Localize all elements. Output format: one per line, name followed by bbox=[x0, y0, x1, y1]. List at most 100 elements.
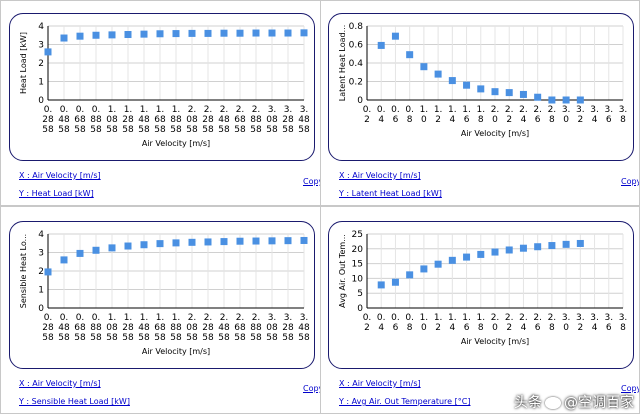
y-tick-label: 15 bbox=[352, 260, 363, 270]
x-tick-label: 0. 2 bbox=[363, 105, 372, 125]
y-axis-link[interactable]: Y : Latent Heat Load [kW] bbox=[339, 189, 442, 198]
data-point bbox=[434, 70, 442, 78]
y-tick-label: 1 bbox=[38, 78, 44, 88]
chart-svg: 0 1 2 3 4 0. 28 58 0. 48 58 0. 68 58 0. 88 58 1. 08 58 1. 28 5… bbox=[19, 230, 310, 356]
data-point bbox=[420, 265, 428, 273]
data-point bbox=[505, 89, 513, 97]
chart-svg: 00.20.40.60.80. 20. 40. 60. 81. 01. 21. 41. 61. 8… bbox=[338, 22, 628, 138]
x-tick-label: 1. 4 bbox=[448, 313, 457, 333]
y-tick-label: 5 bbox=[357, 289, 363, 299]
x-tick-label: 3. 8 bbox=[619, 105, 628, 125]
y-tick-label: 0 bbox=[357, 96, 363, 106]
y-axis-label: Avg Air. Out Tem... bbox=[338, 234, 347, 308]
x-tick-label: 2. 0 bbox=[491, 313, 500, 333]
panel-sensible-heat-load: 0 1 2 3 4 0. 28 58 0. 48 58 0. 68 58 0. 88 58 1. 08 58 1. 28 5… bbox=[0, 206, 321, 414]
watermark: 头条 @空调百家 bbox=[514, 392, 634, 412]
data-point bbox=[377, 41, 385, 49]
y-tick-label: 0 bbox=[38, 304, 44, 314]
x-tick-label: 3. 6 bbox=[604, 313, 613, 333]
data-point bbox=[236, 237, 244, 245]
y-axis-link[interactable]: Y : Sensible Heat Load [kW] bbox=[19, 397, 130, 406]
x-tick-label: 2. 2 bbox=[505, 313, 514, 333]
data-point bbox=[463, 81, 471, 89]
x-tick-label: 3. 28 58 bbox=[282, 105, 294, 135]
x-tick-label: 2. 28 58 bbox=[202, 105, 214, 135]
copy-link[interactable]: Copy bbox=[621, 384, 639, 393]
data-point bbox=[108, 31, 116, 39]
data-point bbox=[548, 96, 556, 104]
data-point bbox=[236, 29, 244, 37]
panel-latent-heat-load: 0 0.2 0.4 0.6 0.8 0. 2 0. 4 0. 6 0. 8 1. 0 1. 2 1. 4 1. 6 1. 8… bbox=[320, 0, 640, 206]
x-tick-label: 1. 6 bbox=[462, 313, 471, 333]
data-point bbox=[391, 32, 399, 40]
x-tick-label: 0. 8 bbox=[405, 313, 414, 333]
x-tick-label: 0. 68 58 bbox=[74, 313, 86, 343]
y-tick-label: 0.4 bbox=[349, 59, 364, 69]
x-tick-label: 0. 2 bbox=[363, 313, 372, 333]
data-point bbox=[284, 29, 292, 37]
x-tick-label: 0. 8 bbox=[405, 105, 414, 125]
copy-link[interactable]: Copy bbox=[303, 177, 321, 186]
y-tick-label: 2 bbox=[38, 267, 44, 277]
data-point bbox=[108, 244, 116, 252]
x-tick-label: 2. 68 58 bbox=[234, 313, 246, 343]
y-tick-label: 25 bbox=[352, 230, 363, 240]
x-tick-label: 1. 28 58 bbox=[122, 313, 134, 343]
x-tick-label: 1. 2 bbox=[434, 313, 443, 333]
x-tick-label: 1. 88 58 bbox=[170, 313, 182, 343]
x-tick-label: 2. 4 bbox=[519, 313, 528, 333]
x-tick-label: 2. 68 58 bbox=[234, 105, 246, 135]
x-axis-link[interactable]: X : Air Velocity [m/s] bbox=[19, 171, 101, 180]
x-axis-label: Air Velocity [m/s] bbox=[142, 347, 210, 356]
x-tick-label: 3. 8 bbox=[619, 313, 628, 333]
x-tick-label: 0. 88 58 bbox=[90, 313, 102, 343]
data-point bbox=[220, 238, 228, 246]
y-axis-link[interactable]: Y : Avg Air. Out Temperature [°C] bbox=[339, 397, 471, 406]
x-tick-label: 2. 2 bbox=[505, 105, 514, 125]
copy-link[interactable]: Copy bbox=[621, 177, 639, 186]
y-tick-label: 4 bbox=[38, 22, 44, 32]
x-axis-link[interactable]: X : Air Velocity [m/s] bbox=[19, 379, 101, 388]
x-tick-label: 1. 0 bbox=[420, 105, 429, 125]
data-point bbox=[562, 96, 570, 104]
data-point bbox=[284, 237, 292, 245]
chart-latent-heat-load: 0 0.2 0.4 0.6 0.8 0. 2 0. 4 0. 6 0. 8 1. 0 1. 2 1. 4 1. 6 1. 8… bbox=[328, 13, 634, 161]
data-point bbox=[576, 239, 584, 247]
data-point bbox=[406, 51, 414, 59]
data-point bbox=[505, 246, 513, 254]
data-point bbox=[391, 278, 399, 286]
x-tick-label: 0. 88 58 bbox=[90, 105, 102, 135]
data-point bbox=[188, 29, 196, 37]
x-axis-link[interactable]: X : Air Velocity [m/s] bbox=[339, 379, 421, 388]
data-point bbox=[204, 29, 212, 37]
data-point bbox=[76, 249, 84, 257]
x-axis-link[interactable]: X : Air Velocity [m/s] bbox=[339, 171, 421, 180]
data-point bbox=[188, 238, 196, 246]
data-point bbox=[576, 96, 584, 104]
x-tick-label: 3. 0 bbox=[562, 105, 571, 125]
y-tick-label: 0 bbox=[38, 96, 44, 106]
y-axis-label: Heat Load [kW] bbox=[19, 32, 28, 94]
x-tick-label: 3. 48 58 bbox=[298, 105, 310, 135]
x-tick-label: 3. 48 58 bbox=[298, 313, 310, 343]
x-tick-label: 1. 48 58 bbox=[138, 105, 150, 135]
x-tick-label: 3. 2 bbox=[576, 105, 585, 125]
x-tick-label: 2. 08 58 bbox=[186, 105, 198, 135]
data-point bbox=[60, 256, 68, 264]
x-tick-label: 2. 6 bbox=[533, 105, 542, 125]
data-point bbox=[534, 243, 542, 251]
chart-svg: 0 5 10 15 20 25 0. 2 0. 4 0. 6 0. 8 1. 0 1. 2 1. 4 1. 6 1. 8 2. 0… bbox=[338, 230, 628, 346]
data-point bbox=[172, 239, 180, 247]
copy-link[interactable]: Copy bbox=[303, 384, 321, 393]
y-axis-label: Sensible Heat Lo... bbox=[19, 234, 28, 308]
data-point bbox=[562, 240, 570, 248]
x-tick-label: 2. 4 bbox=[519, 105, 528, 125]
watermark-icon bbox=[545, 397, 561, 409]
data-point bbox=[491, 88, 499, 96]
data-point bbox=[420, 63, 428, 71]
y-tick-label: 4 bbox=[38, 230, 44, 240]
x-tick-label: 3. 28 58 bbox=[282, 313, 294, 343]
data-point bbox=[92, 31, 100, 39]
data-point bbox=[204, 238, 212, 246]
y-axis-link[interactable]: Y : Heat Load [kW] bbox=[19, 189, 94, 198]
